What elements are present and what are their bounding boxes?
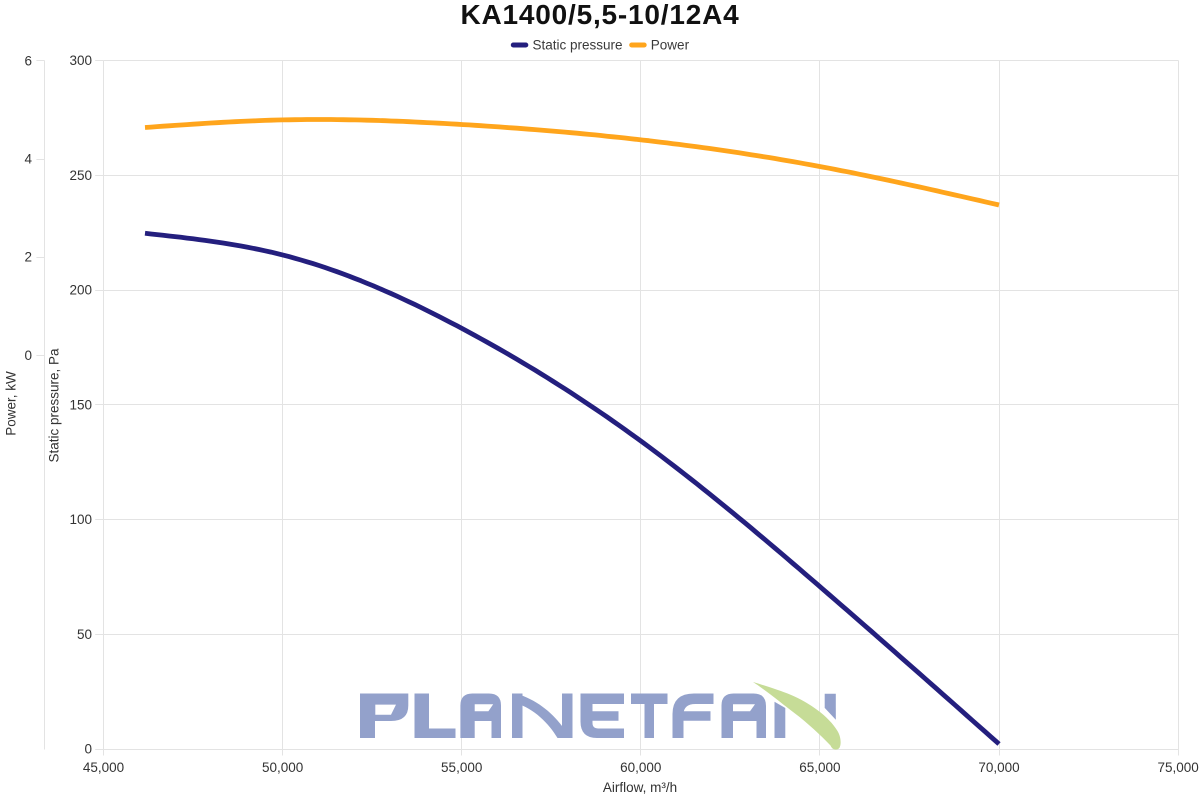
svg-text:50,000: 50,000 — [262, 760, 303, 775]
svg-text:0: 0 — [84, 742, 92, 757]
svg-text:55,000: 55,000 — [441, 760, 482, 775]
svg-text:6: 6 — [24, 53, 32, 68]
svg-text:100: 100 — [69, 512, 92, 527]
svg-text:Power: Power — [651, 38, 690, 53]
svg-text:60,000: 60,000 — [620, 760, 661, 775]
svg-text:4: 4 — [24, 152, 32, 167]
svg-text:70,000: 70,000 — [978, 760, 1019, 775]
svg-text:0: 0 — [24, 348, 32, 363]
svg-text:2: 2 — [24, 250, 32, 265]
svg-text:Power, kW: Power, kW — [4, 371, 19, 436]
svg-text:50: 50 — [77, 627, 92, 642]
svg-text:150: 150 — [69, 397, 92, 412]
svg-text:250: 250 — [69, 168, 92, 183]
svg-text:200: 200 — [69, 283, 92, 298]
svg-text:Airflow, m³/h: Airflow, m³/h — [603, 780, 677, 795]
svg-text:65,000: 65,000 — [799, 760, 840, 775]
svg-text:Static pressure, Pa: Static pressure, Pa — [47, 348, 62, 463]
svg-text:300: 300 — [69, 53, 92, 68]
svg-text:KA1400/5,5-10/12A4: KA1400/5,5-10/12A4 — [460, 0, 739, 30]
svg-text:45,000: 45,000 — [83, 760, 124, 775]
svg-text:Static pressure: Static pressure — [533, 38, 623, 53]
svg-text:75,000: 75,000 — [1157, 760, 1198, 775]
